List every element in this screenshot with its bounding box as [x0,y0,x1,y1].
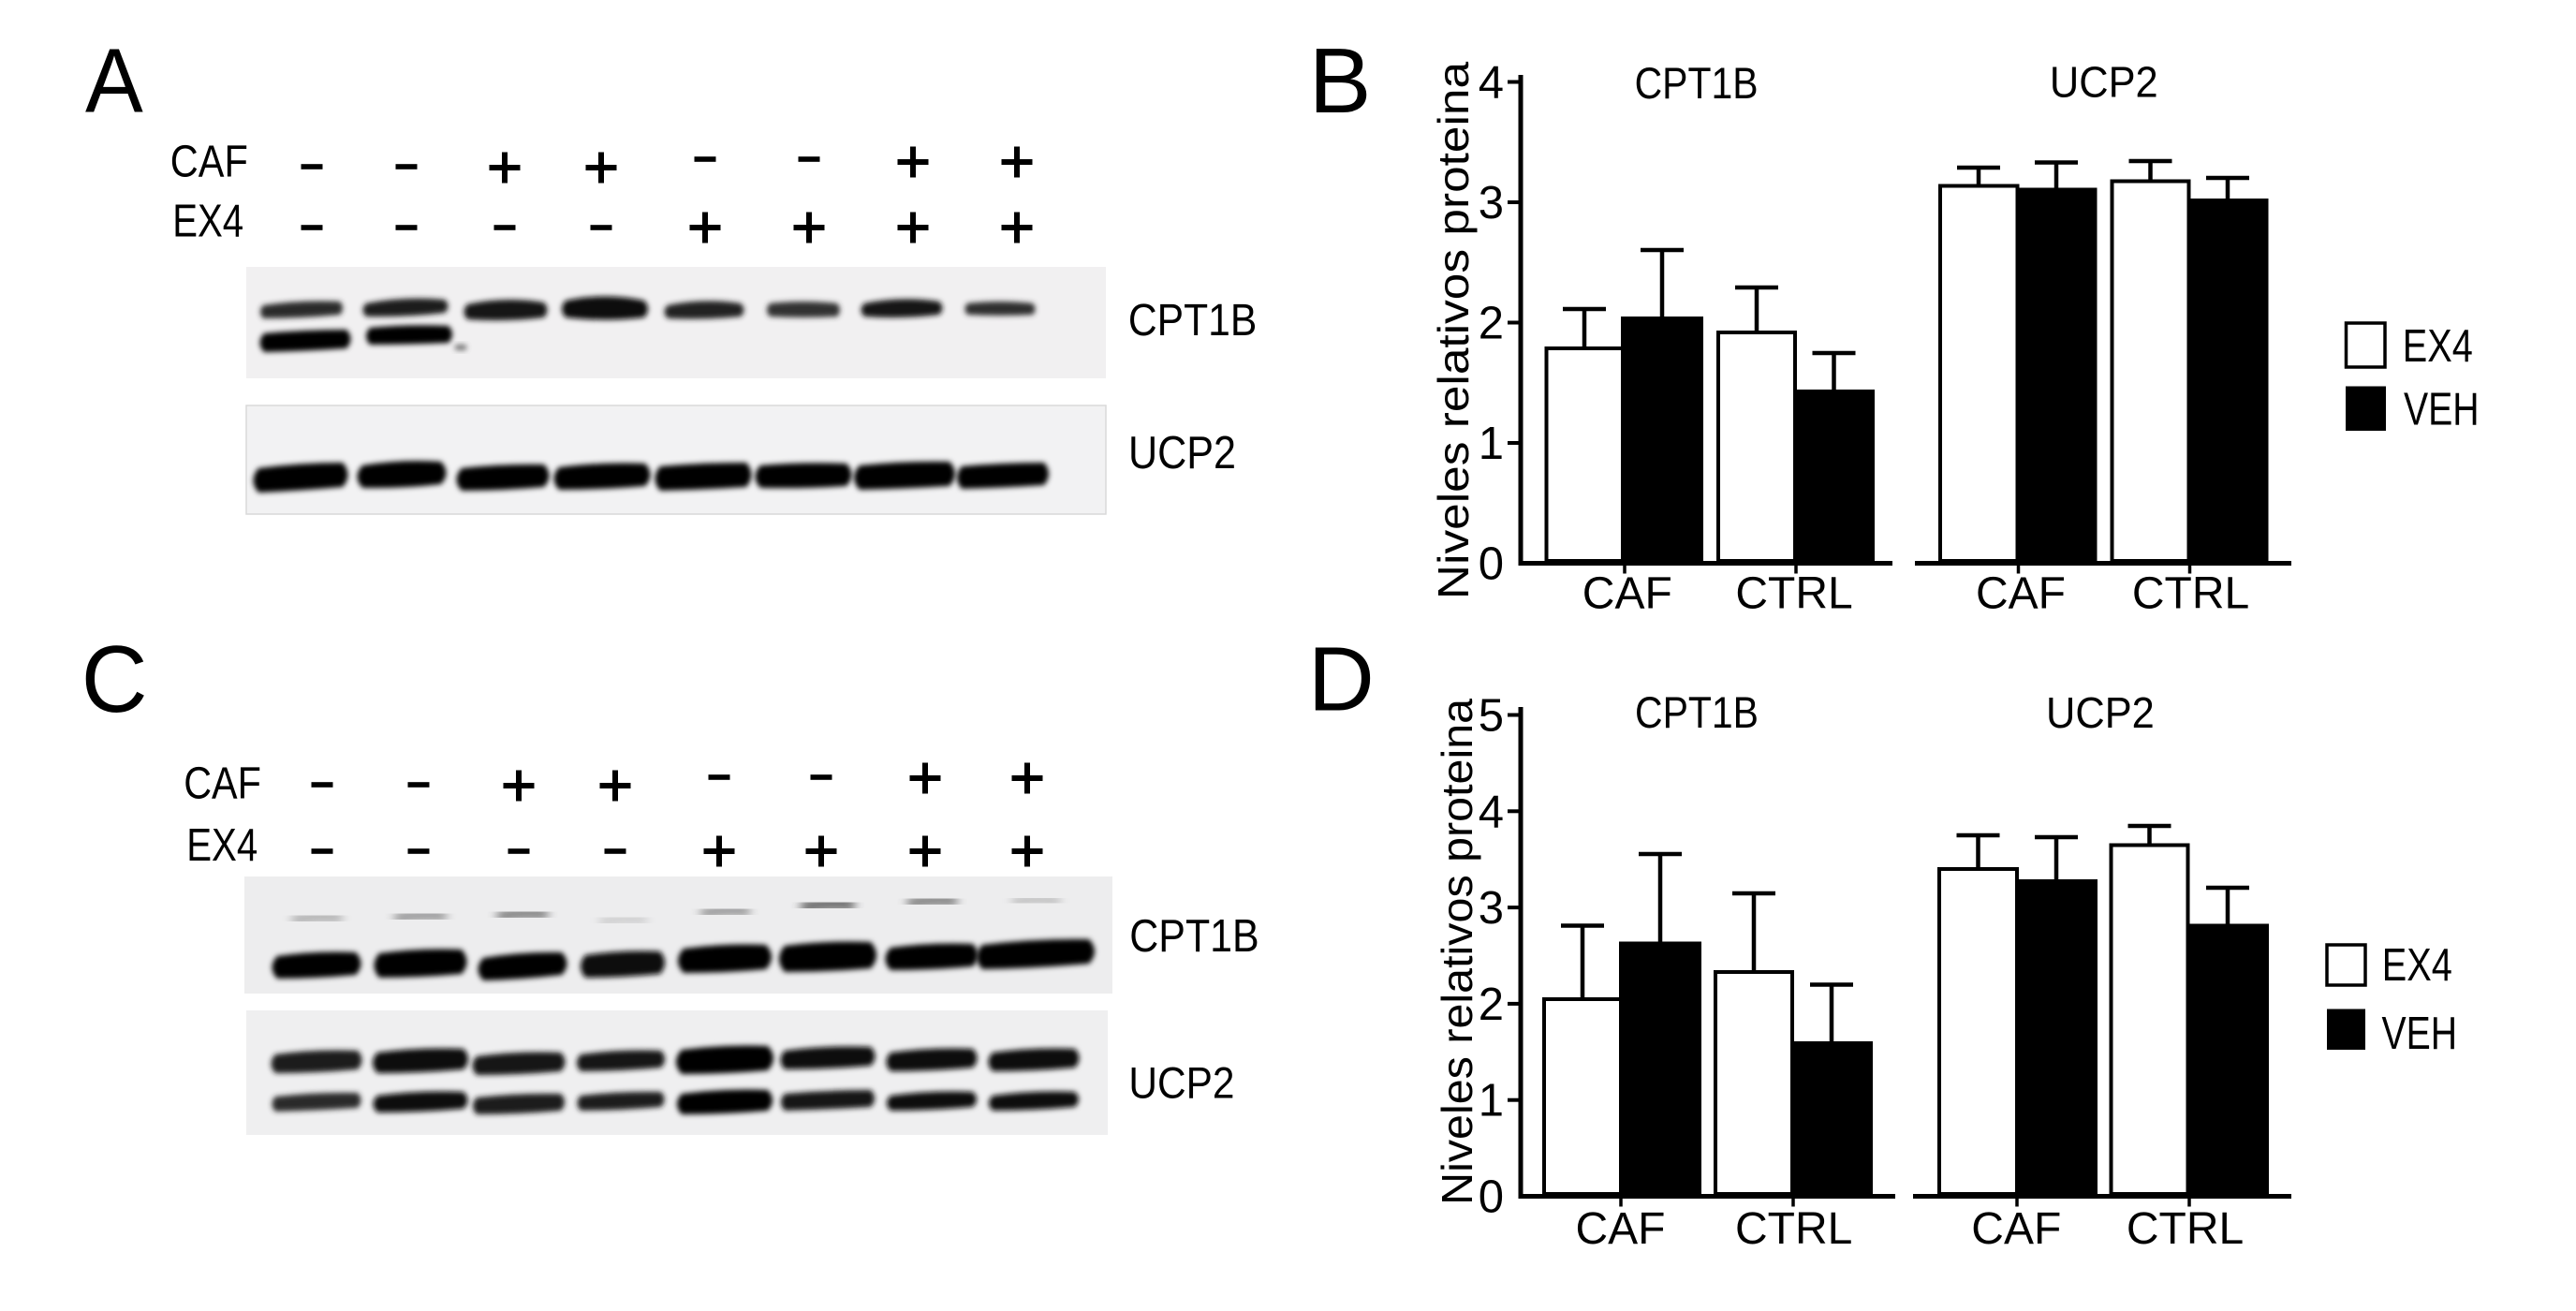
svg-text:2: 2 [1479,299,1504,349]
svg-text:Niveles relativos proteina: Niveles relativos proteina [1429,62,1478,599]
svg-text:EX4: EX4 [172,197,243,247]
svg-text:CAF: CAF [1576,1204,1666,1254]
svg-text:UCP2: UCP2 [1128,427,1236,479]
svg-text:VEH: VEH [2382,1008,2458,1059]
svg-text:CAF: CAF [184,759,261,809]
svg-text:CTRL: CTRL [1735,1204,1852,1254]
svg-text:1: 1 [1479,419,1504,469]
svg-text:EX4: EX4 [2403,321,2473,372]
svg-text:Niveles relativos proteina: Niveles relativos proteina [1433,699,1481,1205]
svg-text:CTRL: CTRL [2132,569,2249,619]
svg-text:2: 2 [1479,980,1504,1030]
svg-text:EX4: EX4 [2382,940,2452,991]
svg-text:3: 3 [1479,883,1504,934]
svg-text:B: B [1309,29,1372,132]
svg-text:4: 4 [1479,58,1504,109]
svg-text:A: A [85,30,143,132]
svg-text:CPT1B: CPT1B [1129,911,1259,962]
svg-text:UCP2: UCP2 [2050,58,2158,107]
svg-text:0: 0 [1479,1172,1504,1223]
svg-text:CTRL: CTRL [2127,1204,2244,1254]
svg-text:4: 4 [1479,787,1504,837]
svg-text:VEH: VEH [2404,384,2480,435]
svg-text:5: 5 [1479,691,1504,742]
svg-text:CAF: CAF [1971,1204,2061,1254]
svg-text:CPT1B: CPT1B [1635,58,1759,108]
svg-text:UCP2: UCP2 [2046,688,2155,737]
svg-text:1: 1 [1479,1076,1504,1127]
svg-text:CAF: CAF [1976,569,2066,619]
svg-text:D: D [1308,628,1375,730]
svg-text:C: C [81,627,148,732]
svg-text:EX4: EX4 [186,820,258,871]
svg-text:CAF: CAF [1582,569,1672,619]
svg-text:CTRL: CTRL [1735,569,1852,619]
svg-text:0: 0 [1479,539,1504,590]
svg-text:CPT1B: CPT1B [1635,687,1759,737]
svg-text:CPT1B: CPT1B [1128,296,1257,346]
svg-text:UCP2: UCP2 [1128,1058,1234,1108]
svg-text:CAF: CAF [170,137,248,187]
svg-text:3: 3 [1479,178,1504,228]
